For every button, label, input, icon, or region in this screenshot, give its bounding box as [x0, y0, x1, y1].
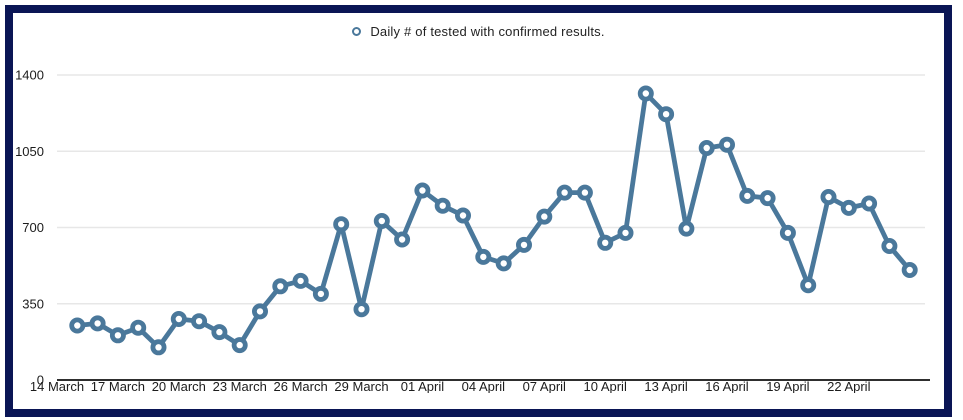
data-point[interactable]	[130, 319, 147, 336]
data-point[interactable]	[272, 278, 289, 295]
data-point[interactable]	[597, 234, 614, 251]
x-tick-label: 22 April	[827, 379, 870, 393]
data-point[interactable]	[678, 220, 695, 237]
data-point[interactable]	[536, 208, 553, 225]
data-point[interactable]	[637, 85, 654, 102]
data-point[interactable]	[617, 224, 634, 241]
data-point[interactable]	[881, 237, 898, 254]
y-tick-label: 350	[22, 296, 44, 311]
data-point[interactable]	[434, 197, 451, 214]
data-point[interactable]	[89, 315, 106, 332]
data-point[interactable]	[170, 310, 187, 327]
data-point[interactable]	[495, 255, 512, 272]
data-point[interactable]	[800, 277, 817, 294]
x-tick-label: 04 April	[462, 379, 505, 393]
data-point[interactable]	[759, 190, 776, 207]
data-point[interactable]	[109, 327, 126, 344]
data-point[interactable]	[454, 207, 471, 224]
data-point[interactable]	[820, 188, 837, 205]
legend-item[interactable]: Daily # of tested with confirmed results…	[352, 24, 604, 39]
y-tick-label: 0	[37, 373, 44, 388]
data-point[interactable]	[556, 184, 573, 201]
x-tick-label: 10 April	[583, 379, 626, 393]
open-circle-icon	[352, 27, 362, 36]
data-point[interactable]	[658, 106, 675, 123]
data-point[interactable]	[251, 303, 268, 320]
y-tick-label: 700	[22, 220, 44, 235]
data-point[interactable]	[475, 248, 492, 265]
data-point[interactable]	[414, 182, 431, 199]
data-point[interactable]	[211, 324, 228, 341]
data-point[interactable]	[901, 261, 918, 278]
x-tick-label: 19 April	[766, 379, 809, 393]
x-tick-label: 29 March	[334, 379, 388, 393]
data-point[interactable]	[231, 337, 248, 354]
data-point[interactable]	[739, 187, 756, 204]
chart-legend: Daily # of tested with confirmed results…	[13, 24, 944, 39]
data-point[interactable]	[861, 195, 878, 212]
data-point[interactable]	[515, 236, 532, 253]
x-tick-label: 13 April	[644, 379, 687, 393]
x-tick-label: 26 March	[274, 379, 328, 393]
data-point[interactable]	[698, 139, 715, 156]
data-point[interactable]	[312, 285, 329, 302]
data-point[interactable]	[150, 339, 167, 356]
x-tick-label: 14 March	[30, 379, 84, 393]
y-tick-label: 1400	[15, 68, 44, 83]
data-point[interactable]	[840, 199, 857, 216]
x-tick-label: 01 April	[401, 379, 444, 393]
chart-canvas: 0 350 700 1050 1400 14 March 17 March 20 March 2…	[15, 68, 930, 393]
data-point[interactable]	[333, 216, 350, 233]
y-tick-label: 1050	[15, 144, 44, 159]
data-point[interactable]	[576, 184, 593, 201]
x-tick-label: 23 March	[213, 379, 267, 393]
data-point[interactable]	[353, 301, 370, 318]
series-line	[74, 91, 913, 350]
data-point[interactable]	[69, 317, 86, 334]
x-tick-label: 17 March	[91, 379, 145, 393]
data-point[interactable]	[191, 313, 208, 330]
data-point[interactable]	[292, 272, 309, 289]
data-point[interactable]	[373, 212, 390, 229]
legend-label: Daily # of tested with confirmed results…	[370, 24, 605, 39]
x-tick-label: 20 March	[152, 379, 206, 393]
data-point[interactable]	[779, 224, 796, 241]
chart-frame: Daily # of tested with confirmed results…	[5, 5, 952, 417]
x-tick-label: 07 April	[523, 379, 566, 393]
data-point[interactable]	[394, 231, 411, 248]
x-tick-label: 16 April	[705, 379, 748, 393]
data-point[interactable]	[719, 136, 736, 153]
